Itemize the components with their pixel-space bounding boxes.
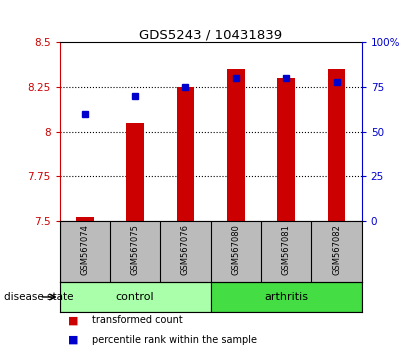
- Text: percentile rank within the sample: percentile rank within the sample: [92, 335, 257, 345]
- Text: control: control: [116, 292, 155, 302]
- Bar: [126, 122, 144, 221]
- Text: GSM567082: GSM567082: [332, 224, 341, 274]
- Bar: [227, 69, 245, 221]
- Text: ■: ■: [68, 335, 79, 345]
- Text: GSM567075: GSM567075: [131, 224, 140, 274]
- Text: transformed count: transformed count: [92, 315, 183, 325]
- Text: ■: ■: [68, 315, 79, 325]
- Title: GDS5243 / 10431839: GDS5243 / 10431839: [139, 28, 282, 41]
- Text: GSM567080: GSM567080: [231, 224, 240, 274]
- Bar: [60, 282, 211, 312]
- Bar: [328, 69, 345, 221]
- Bar: [76, 217, 94, 221]
- Text: disease state: disease state: [4, 292, 74, 302]
- Text: GSM567081: GSM567081: [282, 224, 291, 274]
- Text: GSM567076: GSM567076: [181, 224, 190, 275]
- Bar: [210, 282, 362, 312]
- Text: arthritis: arthritis: [264, 292, 308, 302]
- Bar: [277, 78, 295, 221]
- Bar: [177, 87, 194, 221]
- Text: GSM567074: GSM567074: [80, 224, 89, 274]
